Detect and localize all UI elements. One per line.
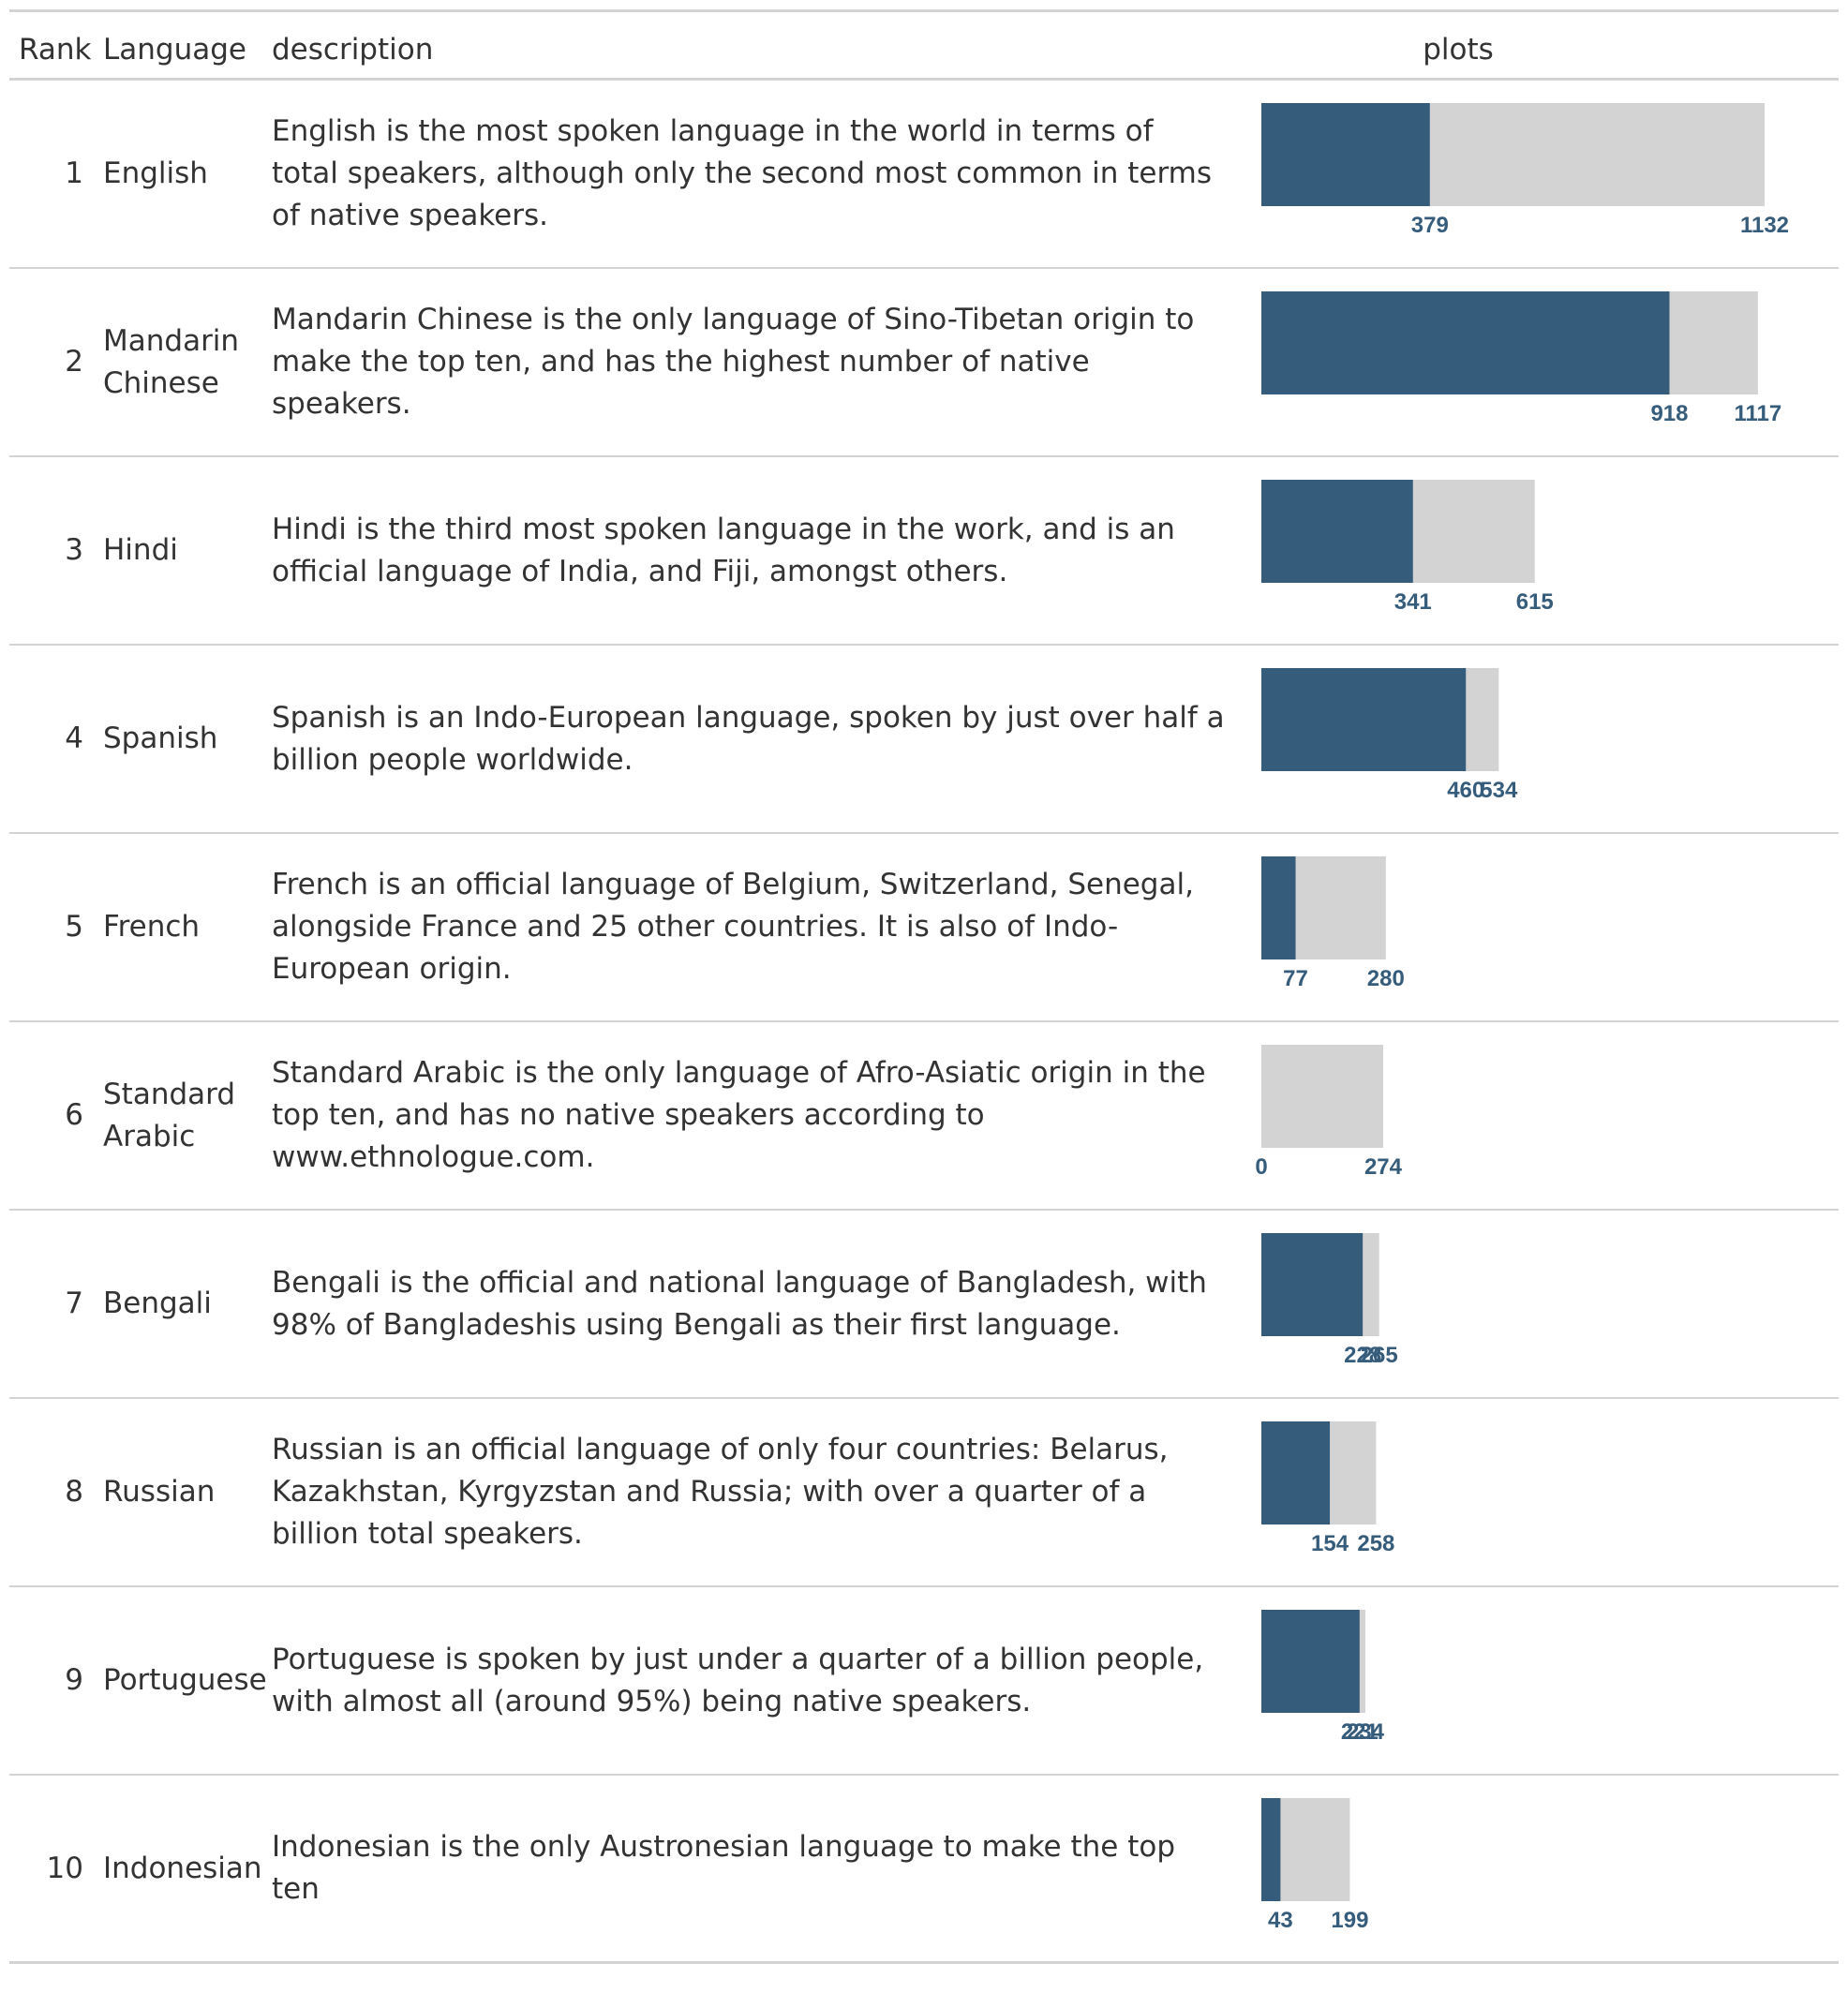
- native-bar: [1261, 1610, 1360, 1713]
- languages-table: Rank Language description plots 1 English…: [9, 9, 1839, 1964]
- description-cell: French is an official language of Belgiu…: [272, 868, 1194, 986]
- language-cell: Spanish: [103, 721, 218, 755]
- table-row: 10 Indonesian Indonesian is the only Austr…: [9, 1776, 1839, 1964]
- total-value-label: 274: [1364, 1154, 1403, 1180]
- total-value-label: 1132: [1740, 213, 1789, 238]
- total-value-label: 1117: [1735, 401, 1782, 426]
- table-row: 4 Spanish Spanish is an Indo-European lang…: [9, 646, 1839, 834]
- table-row: 2 Mandarin Chinese Mandarin Chinese is the…: [9, 269, 1839, 457]
- rank-cell: 2: [65, 345, 83, 379]
- bar-plot: 341 615: [1261, 480, 1554, 615]
- native-value-label: 918: [1650, 401, 1688, 426]
- plot-cell: 228 265: [1261, 1211, 1824, 1397]
- rank-cell: 9: [65, 1663, 83, 1697]
- native-bar: [1261, 1798, 1281, 1901]
- native-bar: [1261, 291, 1670, 394]
- description-cell: Portuguese is spoken by just under a qua…: [272, 1642, 1204, 1718]
- language-cell: Standard Arabic: [103, 1077, 236, 1153]
- table-row: 5 French French is an official language of…: [9, 834, 1839, 1022]
- native-value-label: 77: [1283, 966, 1308, 991]
- plot-cell: 77 280: [1261, 834, 1824, 1020]
- plot-cell: 43 199: [1261, 1776, 1824, 1961]
- bar-plot: 0 274: [1255, 1045, 1403, 1180]
- native-bar: [1261, 103, 1430, 206]
- table-row: 6 Standard Arabic Standard Arabic is the o…: [9, 1022, 1839, 1211]
- language-cell: Russian: [103, 1475, 216, 1509]
- rank-cell: 6: [65, 1098, 83, 1132]
- header-description: description: [272, 33, 434, 67]
- total-value-label: 258: [1357, 1531, 1394, 1556]
- plot-cell: 460 534: [1261, 646, 1824, 832]
- native-value-label: 221: [1341, 1719, 1379, 1745]
- plot-cell: 379 1132: [1261, 81, 1824, 267]
- total-value-label: 265: [1361, 1343, 1398, 1368]
- language-cell: Portuguese: [103, 1663, 267, 1697]
- bar-plot: 77 280: [1261, 856, 1405, 991]
- native-bar: [1261, 1233, 1364, 1336]
- table-row: 9 Portuguese Portuguese is spoken by just …: [9, 1587, 1839, 1776]
- plot-cell: 341 615: [1261, 457, 1824, 644]
- total-value-label: 234: [1347, 1719, 1385, 1745]
- table-body: 1 English English is the most spoken langu…: [9, 81, 1839, 1964]
- native-bar: [1261, 668, 1467, 771]
- language-cell: English: [103, 156, 208, 190]
- bar-plot: 154 258: [1261, 1421, 1394, 1556]
- table-row: 8 Russian Russian is an official language …: [9, 1399, 1839, 1587]
- total-value-label: 534: [1480, 778, 1518, 803]
- native-bar: [1261, 856, 1296, 959]
- language-cell: Hindi: [103, 533, 178, 567]
- description-cell: Russian is an official language of only …: [272, 1433, 1169, 1551]
- description-cell: Standard Arabic is the only language of …: [272, 1056, 1206, 1174]
- bar-plot: 43 199: [1261, 1798, 1368, 1933]
- header-language: Language: [103, 33, 246, 67]
- native-bar: [1261, 1421, 1331, 1524]
- language-cell: Mandarin Chinese: [103, 323, 240, 400]
- plot-cell: 0 274: [1255, 1022, 1824, 1209]
- description-cell: Mandarin Chinese is the only language of…: [272, 303, 1195, 421]
- native-value-label: 228: [1344, 1343, 1381, 1368]
- language-cell: Bengali: [103, 1287, 212, 1320]
- plot-cell: 154 258: [1261, 1399, 1824, 1585]
- description-cell: Spanish is an Indo-European language, sp…: [272, 700, 1225, 777]
- table-row: 7 Bengali Bengali is the official and nati…: [9, 1211, 1839, 1399]
- plot-cell: 918 1117: [1261, 269, 1824, 455]
- header-rank: Rank: [19, 33, 92, 67]
- description-cell: Bengali is the official and national lan…: [272, 1265, 1207, 1342]
- native-value-label: 460: [1447, 778, 1484, 803]
- rank-cell: 4: [65, 721, 83, 755]
- rank-cell: 7: [65, 1287, 83, 1320]
- rank-cell: 10: [46, 1851, 83, 1885]
- description-cell: English is the most spoken language in t…: [272, 114, 1213, 232]
- rank-cell: 1: [65, 156, 83, 190]
- rank-cell: 3: [65, 533, 83, 567]
- rank-cell: 5: [65, 910, 83, 944]
- plot-cell: 221 234: [1261, 1587, 1824, 1774]
- total-value-label: 615: [1516, 589, 1554, 615]
- native-value-label: 379: [1411, 213, 1449, 238]
- native-value-label: 0: [1255, 1154, 1267, 1180]
- table-header: Rank Language description plots: [9, 12, 1839, 81]
- language-cell: Indonesian: [103, 1851, 262, 1885]
- bar-plot: 918 1117: [1261, 291, 1782, 426]
- native-value-label: 341: [1394, 589, 1432, 615]
- language-cell: French: [103, 910, 201, 944]
- total-bar: [1261, 1045, 1383, 1148]
- native-value-label: 43: [1268, 1908, 1293, 1933]
- native-bar: [1261, 480, 1413, 583]
- native-value-label: 154: [1311, 1531, 1349, 1556]
- table-row: 1 English English is the most spoken langu…: [9, 81, 1839, 269]
- total-value-label: 280: [1367, 966, 1405, 991]
- bar-plot: 379 1132: [1261, 103, 1789, 238]
- rank-cell: 8: [65, 1475, 83, 1509]
- description-cell: Hindi is the third most spoken language …: [272, 512, 1175, 588]
- description-cell: Indonesian is the only Austronesian lang…: [272, 1830, 1176, 1906]
- table-row: 3 Hindi Hindi is the third most spoken lan…: [9, 457, 1839, 646]
- total-value-label: 199: [1331, 1908, 1368, 1933]
- header-plots: plots: [1423, 33, 1494, 67]
